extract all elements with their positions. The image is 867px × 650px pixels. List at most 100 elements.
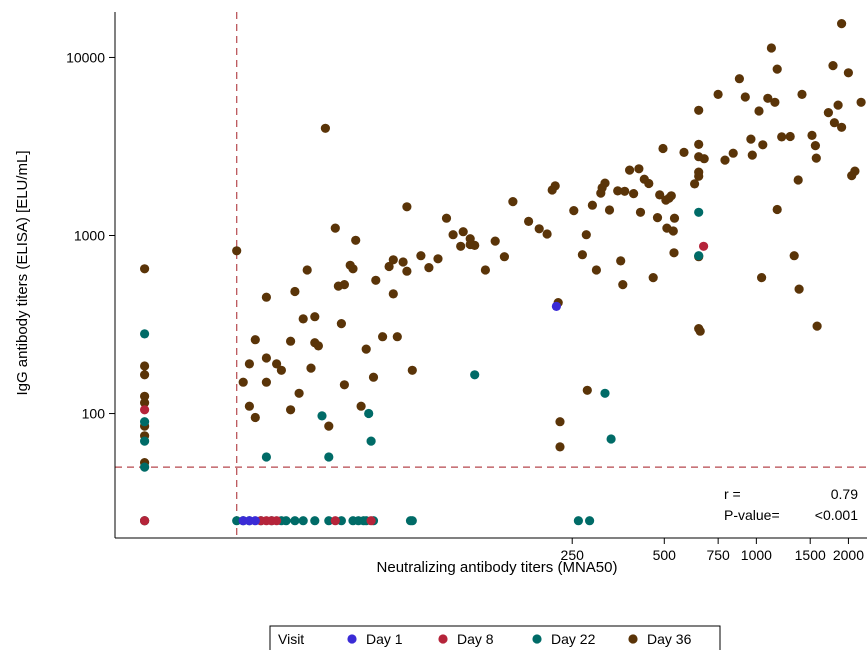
point-day-1 bbox=[551, 301, 562, 311]
point-day-36 bbox=[837, 19, 847, 29]
point-day-36 bbox=[238, 377, 248, 387]
point-day-36 bbox=[324, 421, 334, 431]
p-value: <0.001 bbox=[815, 507, 858, 523]
point-day-36 bbox=[810, 141, 821, 151]
point-day-8 bbox=[330, 516, 340, 526]
y-tick-label: 1000 bbox=[74, 228, 105, 244]
p-label: P-value= bbox=[724, 507, 780, 523]
point-day-36 bbox=[629, 189, 639, 199]
point-day-22 bbox=[232, 516, 242, 526]
point-day-36 bbox=[777, 132, 787, 142]
point-day-36 bbox=[261, 377, 271, 387]
point-day-36 bbox=[740, 92, 750, 102]
point-day-36 bbox=[298, 314, 308, 324]
point-day-22 bbox=[140, 329, 150, 339]
point-day-22 bbox=[366, 436, 376, 446]
y-tick-label: 10000 bbox=[66, 49, 105, 65]
point-day-36 bbox=[140, 391, 150, 401]
point-day-36 bbox=[763, 93, 773, 103]
point-day-36 bbox=[581, 230, 591, 240]
point-day-22 bbox=[585, 516, 595, 526]
point-day-36 bbox=[433, 254, 443, 264]
point-day-36 bbox=[378, 332, 388, 342]
point-day-8 bbox=[140, 516, 150, 526]
point-day-36 bbox=[480, 265, 490, 275]
x-tick-label: 250 bbox=[561, 547, 585, 563]
point-day-36 bbox=[140, 398, 150, 408]
point-day-36 bbox=[812, 321, 822, 331]
point-day-36 bbox=[837, 122, 847, 132]
point-day-8 bbox=[272, 516, 282, 526]
point-day-36 bbox=[843, 68, 854, 78]
legend-label: Day 36 bbox=[647, 631, 692, 647]
point-day-1 bbox=[250, 516, 260, 526]
point-day-36 bbox=[833, 100, 843, 110]
point-day-36 bbox=[392, 332, 402, 342]
point-day-22 bbox=[573, 516, 584, 526]
point-day-36 bbox=[534, 224, 544, 234]
point-day-36 bbox=[140, 264, 150, 274]
point-day-22 bbox=[324, 516, 334, 526]
point-day-36 bbox=[458, 227, 468, 237]
point-day-36 bbox=[524, 216, 534, 226]
point-day-36 bbox=[384, 261, 394, 272]
legend-frame bbox=[269, 625, 721, 650]
point-day-36 bbox=[313, 341, 323, 351]
point-day-22 bbox=[606, 434, 616, 444]
point-day-36 bbox=[793, 175, 803, 185]
point-day-36 bbox=[555, 442, 565, 452]
x-tick-label: 500 bbox=[653, 547, 677, 563]
point-day-36 bbox=[310, 312, 320, 322]
point-day-22 bbox=[310, 516, 320, 526]
point-day-36 bbox=[371, 275, 381, 285]
legend-marker bbox=[347, 634, 357, 644]
point-day-36 bbox=[648, 273, 658, 283]
point-day-36 bbox=[734, 74, 745, 84]
point-day-36 bbox=[286, 336, 296, 346]
point-day-36 bbox=[644, 178, 654, 189]
point-day-36 bbox=[766, 43, 777, 53]
point-day-36 bbox=[811, 153, 821, 163]
point-day-36 bbox=[829, 118, 840, 128]
point-day-36 bbox=[250, 335, 260, 345]
point-day-36 bbox=[666, 191, 676, 201]
legend: Visit Day 1 Day 8 Day 22 Day 36 bbox=[269, 625, 721, 650]
point-day-22 bbox=[407, 516, 417, 526]
legend-title: Visit bbox=[278, 631, 304, 647]
point-day-36 bbox=[634, 164, 644, 174]
point-day-36 bbox=[542, 229, 552, 239]
point-day-36 bbox=[658, 143, 668, 154]
point-day-36 bbox=[320, 123, 330, 133]
point-day-36 bbox=[669, 213, 680, 223]
point-day-36 bbox=[250, 412, 260, 423]
point-day-22 bbox=[281, 516, 291, 526]
point-day-22 bbox=[140, 417, 150, 427]
point-day-36 bbox=[591, 265, 602, 275]
point-day-8 bbox=[699, 241, 709, 251]
point-day-36 bbox=[582, 385, 592, 395]
y-axis-title: IgG antibody titers (ELISA) [ELU/mL] bbox=[14, 150, 31, 395]
point-day-36 bbox=[797, 89, 807, 99]
point-day-36 bbox=[694, 139, 704, 149]
legend-label: Day 1 bbox=[366, 631, 403, 647]
point-day-36 bbox=[272, 359, 282, 369]
point-day-22 bbox=[324, 452, 334, 462]
point-day-36 bbox=[758, 140, 768, 150]
legend-label: Day 8 bbox=[457, 631, 494, 647]
y-axis-ticks: 100 1000 10000 bbox=[66, 49, 115, 422]
point-day-36 bbox=[368, 372, 379, 382]
point-day-36 bbox=[747, 150, 757, 160]
point-day-36 bbox=[348, 264, 358, 274]
point-day-36 bbox=[757, 273, 767, 283]
point-day-36 bbox=[140, 370, 150, 380]
point-day-36 bbox=[402, 202, 412, 212]
point-day-22 bbox=[317, 411, 327, 421]
point-day-36 bbox=[668, 226, 678, 236]
point-day-36 bbox=[616, 256, 626, 266]
point-day-22 bbox=[140, 462, 150, 472]
point-day-22 bbox=[694, 251, 704, 261]
point-day-22 bbox=[470, 370, 480, 380]
point-day-36 bbox=[232, 246, 242, 256]
point-day-36 bbox=[388, 289, 398, 299]
